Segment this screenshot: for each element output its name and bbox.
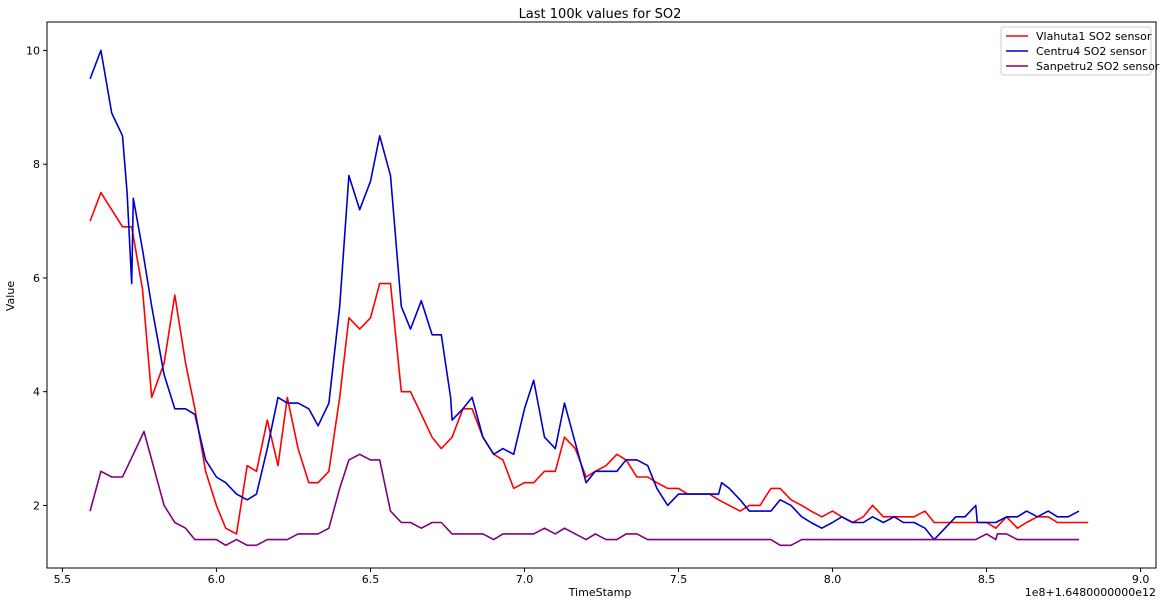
y-tick-label: 6: [33, 272, 40, 285]
x-tick-label: 7.0: [516, 573, 534, 586]
y-tick-label: 2: [33, 499, 40, 512]
series-layer: [89, 49, 1089, 547]
x-tick-label: 8.0: [824, 573, 842, 586]
x-axis-label: TimeStamp: [568, 586, 632, 599]
legend-label-2: Sanpetru2 SO2 sensor: [1036, 60, 1160, 73]
y-tick-label: 8: [33, 158, 40, 171]
x-tick-label: 7.5: [670, 573, 688, 586]
x-axis-ticks: 5.5 6.0 6.5 7.0 7.5 8.0 8.5 9.0: [54, 568, 1150, 586]
y-tick-label: 4: [33, 386, 40, 399]
x-tick-label: 8.5: [978, 573, 996, 586]
x-tick-label: 9.0: [1132, 573, 1150, 586]
series-line-2: [89, 430, 1079, 547]
series-line-1: [89, 49, 1080, 541]
legend-box: [1000, 26, 1152, 76]
y-axis-ticks: 2 4 6 8 10: [26, 44, 47, 512]
legend-label-0: Vlahuta1 SO2 sensor: [1036, 30, 1152, 43]
x-tick-label: 6.0: [208, 573, 226, 586]
x-tick-label: 5.5: [54, 573, 72, 586]
x-axis-offset-label: 1e8+1.6480000000e12: [1025, 586, 1156, 599]
plot-area: [46, 21, 1157, 569]
x-tick-label: 6.5: [362, 573, 380, 586]
legend: Vlahuta1 SO2 sensor Centru4 SO2 sensor San…: [1000, 26, 1160, 76]
chart-title: Last 100k values for SO2: [519, 7, 682, 22]
legend-label-1: Centru4 SO2 sensor: [1036, 45, 1147, 58]
y-axis-label: Value: [4, 281, 17, 311]
series-line-0: [89, 191, 1089, 535]
y-tick-label: 10: [26, 44, 40, 57]
